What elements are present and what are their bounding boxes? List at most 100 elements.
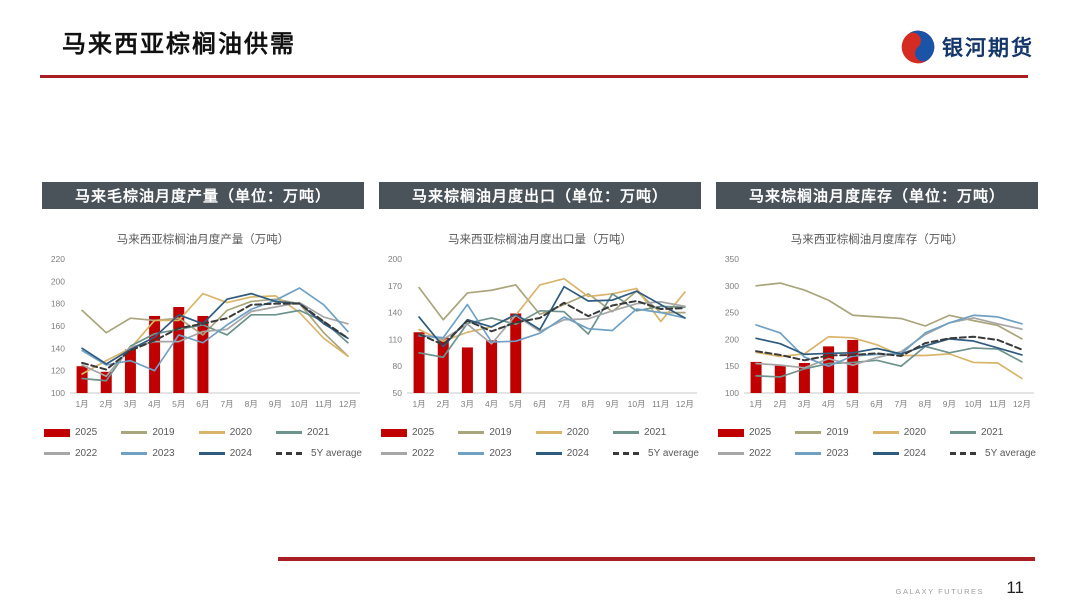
y-tick-label: 140 — [51, 343, 65, 353]
x-tick-label: 12月 — [676, 399, 694, 409]
x-tick-label: 6月 — [196, 399, 209, 409]
legend-swatch-line — [795, 431, 822, 434]
legend-item-2022: 2022 — [44, 448, 117, 459]
legend-swatch-bar — [718, 428, 744, 437]
y-tick-label: 100 — [725, 388, 739, 398]
bar — [197, 315, 209, 393]
legend-swatch-line — [381, 452, 407, 455]
galaxy-logo-icon — [901, 30, 935, 64]
y-tick-label: 120 — [51, 366, 65, 376]
page-number: 11 — [1006, 578, 1024, 597]
line-5y-average — [755, 335, 1023, 362]
x-tick-label: 1月 — [749, 399, 762, 409]
x-tick-label: 2月 — [437, 399, 450, 409]
legend-label: 2020 — [566, 427, 589, 438]
x-tick-label: 1月 — [75, 399, 88, 409]
x-tick-label: 5月 — [509, 399, 522, 409]
legend-label: 2021 — [307, 427, 330, 438]
legend-label: 2020 — [903, 427, 926, 438]
legend-swatch-line — [458, 431, 485, 434]
y-tick-label: 160 — [51, 321, 65, 331]
x-tick-label: 7月 — [557, 399, 570, 409]
legend-item-2021: 2021 — [276, 427, 362, 438]
galaxy-futures-logo: 银河期货 — [901, 30, 1034, 64]
legend-swatch-dash — [950, 452, 981, 455]
legend-label: 5Y average — [311, 448, 362, 459]
x-tick-label: 2月 — [774, 399, 787, 409]
exports-chart: 50 80 110 140 170 200 1月 2月 3月 4月 5月 6月 7月 8月 9月 10月 11月… — [388, 254, 697, 409]
x-tick-label: 11月 — [315, 399, 332, 409]
y-tick-label: 110 — [388, 334, 402, 344]
footer-brand: GALAXY FUTURES — [895, 587, 984, 596]
x-tick-label: 7月 — [220, 399, 233, 409]
x-tick-label: 4月 — [148, 399, 161, 409]
bar — [823, 346, 835, 393]
legend-item-2019: 2019 — [458, 427, 531, 438]
legend-label: 2023 — [152, 448, 175, 459]
x-tick-label: 8月 — [919, 399, 932, 409]
x-tick-label: 6月 — [533, 399, 546, 409]
legend-item-2024: 2024 — [535, 448, 609, 459]
legend-item-2021: 2021 — [613, 427, 699, 438]
legend-label: 2024 — [229, 448, 252, 459]
legend-item-2023: 2023 — [795, 448, 868, 459]
legend-label: 2019 — [152, 427, 175, 438]
legend-swatch-line — [121, 431, 148, 434]
legend-swatch-line — [198, 431, 225, 434]
y-tick-label: 140 — [388, 308, 402, 318]
title-underline — [40, 75, 1028, 78]
chart-title-exports: 马来西亚棕榈油月度出口量（万吨） — [448, 234, 632, 246]
legend-exports: 2025 2019 2020 2021 2022 2023 2024 5Y average — [379, 427, 701, 459]
legend-item-2022: 2022 — [718, 448, 791, 459]
legend-swatch-line — [121, 452, 148, 455]
legend-item-2019: 2019 — [121, 427, 194, 438]
legend-label: 2021 — [981, 427, 1004, 438]
legend-label: 2024 — [566, 448, 589, 459]
x-tick-label: 4月 — [485, 399, 498, 409]
line-5y-average — [81, 302, 349, 371]
legend-item-2021: 2021 — [950, 427, 1036, 438]
panel-header-production: 马来毛棕油月度产量（单位：万吨） — [42, 182, 364, 209]
x-tick-label: 2月 — [100, 399, 113, 409]
chart-title-stocks: 马来西亚棕榈油月度库存（万吨） — [790, 234, 964, 246]
x-tick-label: 8月 — [582, 399, 595, 409]
legend-label: 2020 — [229, 427, 252, 438]
y-tick-label: 100 — [51, 388, 65, 398]
legend-label: 2025 — [412, 427, 435, 438]
legend-swatch-line — [872, 431, 899, 434]
legend-item-2023: 2023 — [458, 448, 531, 459]
legend-label: 2019 — [489, 427, 512, 438]
x-tick-label: 3月 — [461, 399, 474, 409]
y-tick-label: 250 — [725, 308, 739, 318]
bar — [173, 307, 185, 393]
x-tick-label: 12月 — [339, 399, 357, 409]
line-2020 — [755, 335, 1023, 380]
legend-swatch-line — [718, 452, 744, 455]
legend-item-2020: 2020 — [872, 427, 946, 438]
legend-label: 2023 — [489, 448, 512, 459]
panel-production: 马来毛棕油月度产量（单位：万吨） 马来西亚棕榈油月度产量（万吨） 100 120 1… — [42, 182, 364, 459]
legend-swatch-line — [950, 431, 977, 434]
panel-header-exports: 马来棕榈油月度出口（单位：万吨） — [379, 182, 701, 209]
x-tick-label: 1月 — [412, 399, 425, 409]
x-tick-label: 3月 — [124, 399, 137, 409]
line-2019 — [755, 282, 1023, 340]
x-tick-label: 5月 — [846, 399, 859, 409]
bar — [774, 365, 786, 393]
line-2023 — [81, 287, 349, 372]
legend-production: 2025 2019 2020 2021 2022 2023 2024 5Y average — [42, 427, 364, 459]
x-tick-label: 12月 — [1013, 399, 1031, 409]
footer-divider — [278, 557, 1035, 561]
y-tick-label: 200 — [51, 276, 65, 286]
y-tick-label: 80 — [393, 361, 403, 371]
stocks-chart: 100 150 200 250 300 350 1月 2月 3月 4月 5月 6月 7月 8月 9月 10月 1… — [725, 254, 1034, 409]
x-tick-label: 9月 — [269, 399, 282, 409]
logo-text: 银河期货 — [942, 37, 1034, 60]
y-tick-label: 200 — [388, 254, 402, 264]
y-tick-label: 350 — [725, 254, 739, 264]
legend-label: 2022 — [412, 448, 435, 459]
legend-swatch-line — [613, 431, 640, 434]
legend-item-2024: 2024 — [198, 448, 272, 459]
bars-2025 — [413, 313, 522, 393]
bar — [437, 337, 449, 393]
